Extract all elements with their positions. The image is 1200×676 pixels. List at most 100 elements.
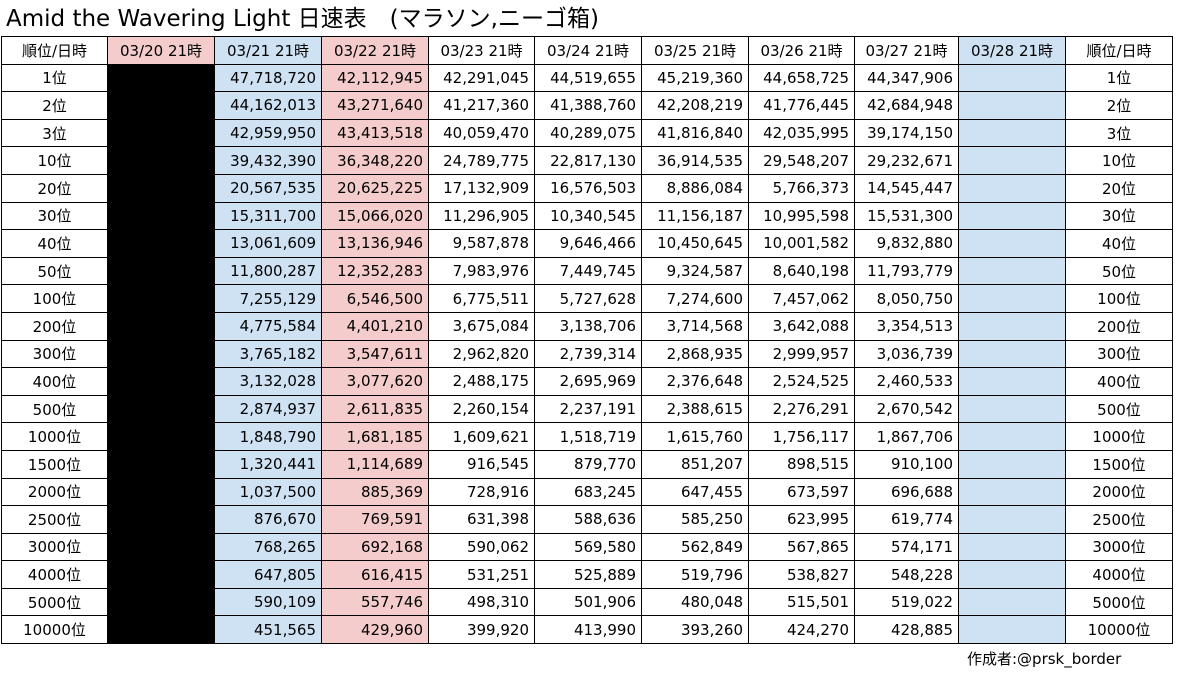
score-cell: 498,310 <box>428 587 535 617</box>
rank-label: 2500位 <box>1065 505 1173 534</box>
score-cell <box>958 560 1066 589</box>
date-column-header: 03/25 21時 <box>641 36 749 65</box>
score-cell: 3,077,620 <box>321 367 429 396</box>
score-cell: 2,739,314 <box>534 339 642 369</box>
score-cell: 590,109 <box>214 587 322 617</box>
score-cell: 12,352,283 <box>321 256 429 286</box>
score-cell: 14,545,447 <box>854 173 959 203</box>
rank-label: 30位 <box>1065 201 1173 231</box>
score-cell <box>958 532 1066 562</box>
score-cell: 15,066,020 <box>321 201 429 231</box>
score-cell: 13,061,609 <box>214 229 322 258</box>
table-row: 2500位 876,670 769,591 631,398 588,636 585,250… <box>1 505 1173 534</box>
score-cell: 1,681,185 <box>321 422 429 451</box>
rank-label: 2500位 <box>1 505 108 534</box>
table-row: 40位 13,061,609 13,136,946 9,587,878 9,646,46… <box>1 229 1173 258</box>
score-cell: 15,311,700 <box>214 201 322 231</box>
rank-label: 50位 <box>1 256 108 286</box>
score-cell: 569,580 <box>534 532 642 562</box>
score-cell <box>958 118 1066 148</box>
score-cell: 6,546,500 <box>321 284 429 313</box>
score-cell: 42,035,995 <box>748 118 855 148</box>
score-cell <box>958 615 1066 645</box>
score-cell: 3,547,611 <box>321 339 429 369</box>
rank-label: 500位 <box>1 394 108 424</box>
table-row: 300位 3,765,182 3,547,611 2,962,820 2,739,314… <box>1 339 1173 369</box>
score-cell: 6,775,511 <box>428 284 535 313</box>
score-cell: 3,132,028 <box>214 367 322 396</box>
rank-label: 2000位 <box>1 477 108 507</box>
table-row: 500位 2,874,937 2,611,835 2,260,154 2,237,191… <box>1 394 1173 424</box>
date-column-header: 03/27 21時 <box>854 36 959 65</box>
score-cell: 588,636 <box>534 505 642 534</box>
rank-label: 100位 <box>1065 284 1173 313</box>
score-cell: 8,050,750 <box>854 284 959 313</box>
rank-label: 1500位 <box>1 449 108 479</box>
score-cell <box>958 394 1066 424</box>
score-cell: 728,916 <box>428 477 535 507</box>
score-cell: 41,816,840 <box>641 118 749 148</box>
score-cell <box>958 91 1066 120</box>
score-cell: 10,001,582 <box>748 229 855 258</box>
date-column-header: 03/28 21時 <box>958 36 1066 65</box>
score-cell: 47,718,720 <box>214 63 322 93</box>
score-cell: 851,207 <box>641 449 749 479</box>
score-cell <box>107 201 215 231</box>
score-cell: 9,587,878 <box>428 229 535 258</box>
score-cell: 9,646,466 <box>534 229 642 258</box>
score-cell <box>107 532 215 562</box>
score-cell: 42,208,219 <box>641 91 749 120</box>
score-cell: 696,688 <box>854 477 959 507</box>
score-cell: 39,174,150 <box>854 118 959 148</box>
score-cell: 1,867,706 <box>854 422 959 451</box>
score-cell: 424,270 <box>748 615 855 645</box>
rank-label: 20位 <box>1065 173 1173 203</box>
rank-label: 300位 <box>1 339 108 369</box>
score-cell <box>958 63 1066 93</box>
score-cell: 451,565 <box>214 615 322 645</box>
score-cell <box>958 505 1066 534</box>
score-cell <box>958 477 1066 507</box>
score-cell: 393,260 <box>641 615 749 645</box>
score-cell: 562,849 <box>641 532 749 562</box>
score-cell <box>107 339 215 369</box>
table-header: 順位/日時 03/20 21時 03/21 21時 03/22 21時 03/23 21… <box>1 36 1173 65</box>
rank-column-header: 順位/日時 <box>1 36 108 65</box>
score-cell: 2,874,937 <box>214 394 322 424</box>
score-cell: 22,817,130 <box>534 146 642 175</box>
score-cell: 9,324,587 <box>641 256 749 286</box>
rank-label: 4000位 <box>1065 560 1173 589</box>
score-cell: 519,796 <box>641 560 749 589</box>
table-row: 2000位 1,037,500 885,369 728,916 683,245 647,4… <box>1 477 1173 507</box>
rank-label: 400位 <box>1065 367 1173 396</box>
rank-label: 10000位 <box>1065 615 1173 645</box>
rank-label: 40位 <box>1 229 108 258</box>
rank-label: 3位 <box>1 118 108 148</box>
score-cell: 3,675,084 <box>428 311 535 341</box>
score-cell: 42,112,945 <box>321 63 429 93</box>
score-cell <box>958 256 1066 286</box>
score-cell <box>958 284 1066 313</box>
score-cell <box>958 587 1066 617</box>
score-cell <box>107 63 215 93</box>
table-row: 10000位 451,565 429,960 399,920 413,990 393,26… <box>1 615 1173 645</box>
score-cell: 769,591 <box>321 505 429 534</box>
score-cell <box>107 229 215 258</box>
rank-label: 4000位 <box>1 560 108 589</box>
rank-label: 1位 <box>1065 63 1173 93</box>
rank-label: 1位 <box>1 63 108 93</box>
score-cell <box>958 201 1066 231</box>
score-cell: 2,460,533 <box>854 367 959 396</box>
rank-label: 50位 <box>1065 256 1173 286</box>
score-cell: 4,775,584 <box>214 311 322 341</box>
table-row: 3000位 768,265 692,168 590,062 569,580 562,849… <box>1 532 1173 562</box>
page-title: Amid the Wavering Light 日速表 (マラソン,ニーゴ箱) <box>6 6 599 32</box>
score-cell: 910,100 <box>854 449 959 479</box>
score-cell: 3,642,088 <box>748 311 855 341</box>
score-cell: 898,515 <box>748 449 855 479</box>
score-cell: 44,162,013 <box>214 91 322 120</box>
score-cell: 399,920 <box>428 615 535 645</box>
score-cell: 2,488,175 <box>428 367 535 396</box>
score-cell: 40,289,075 <box>534 118 642 148</box>
score-cell: 7,457,062 <box>748 284 855 313</box>
